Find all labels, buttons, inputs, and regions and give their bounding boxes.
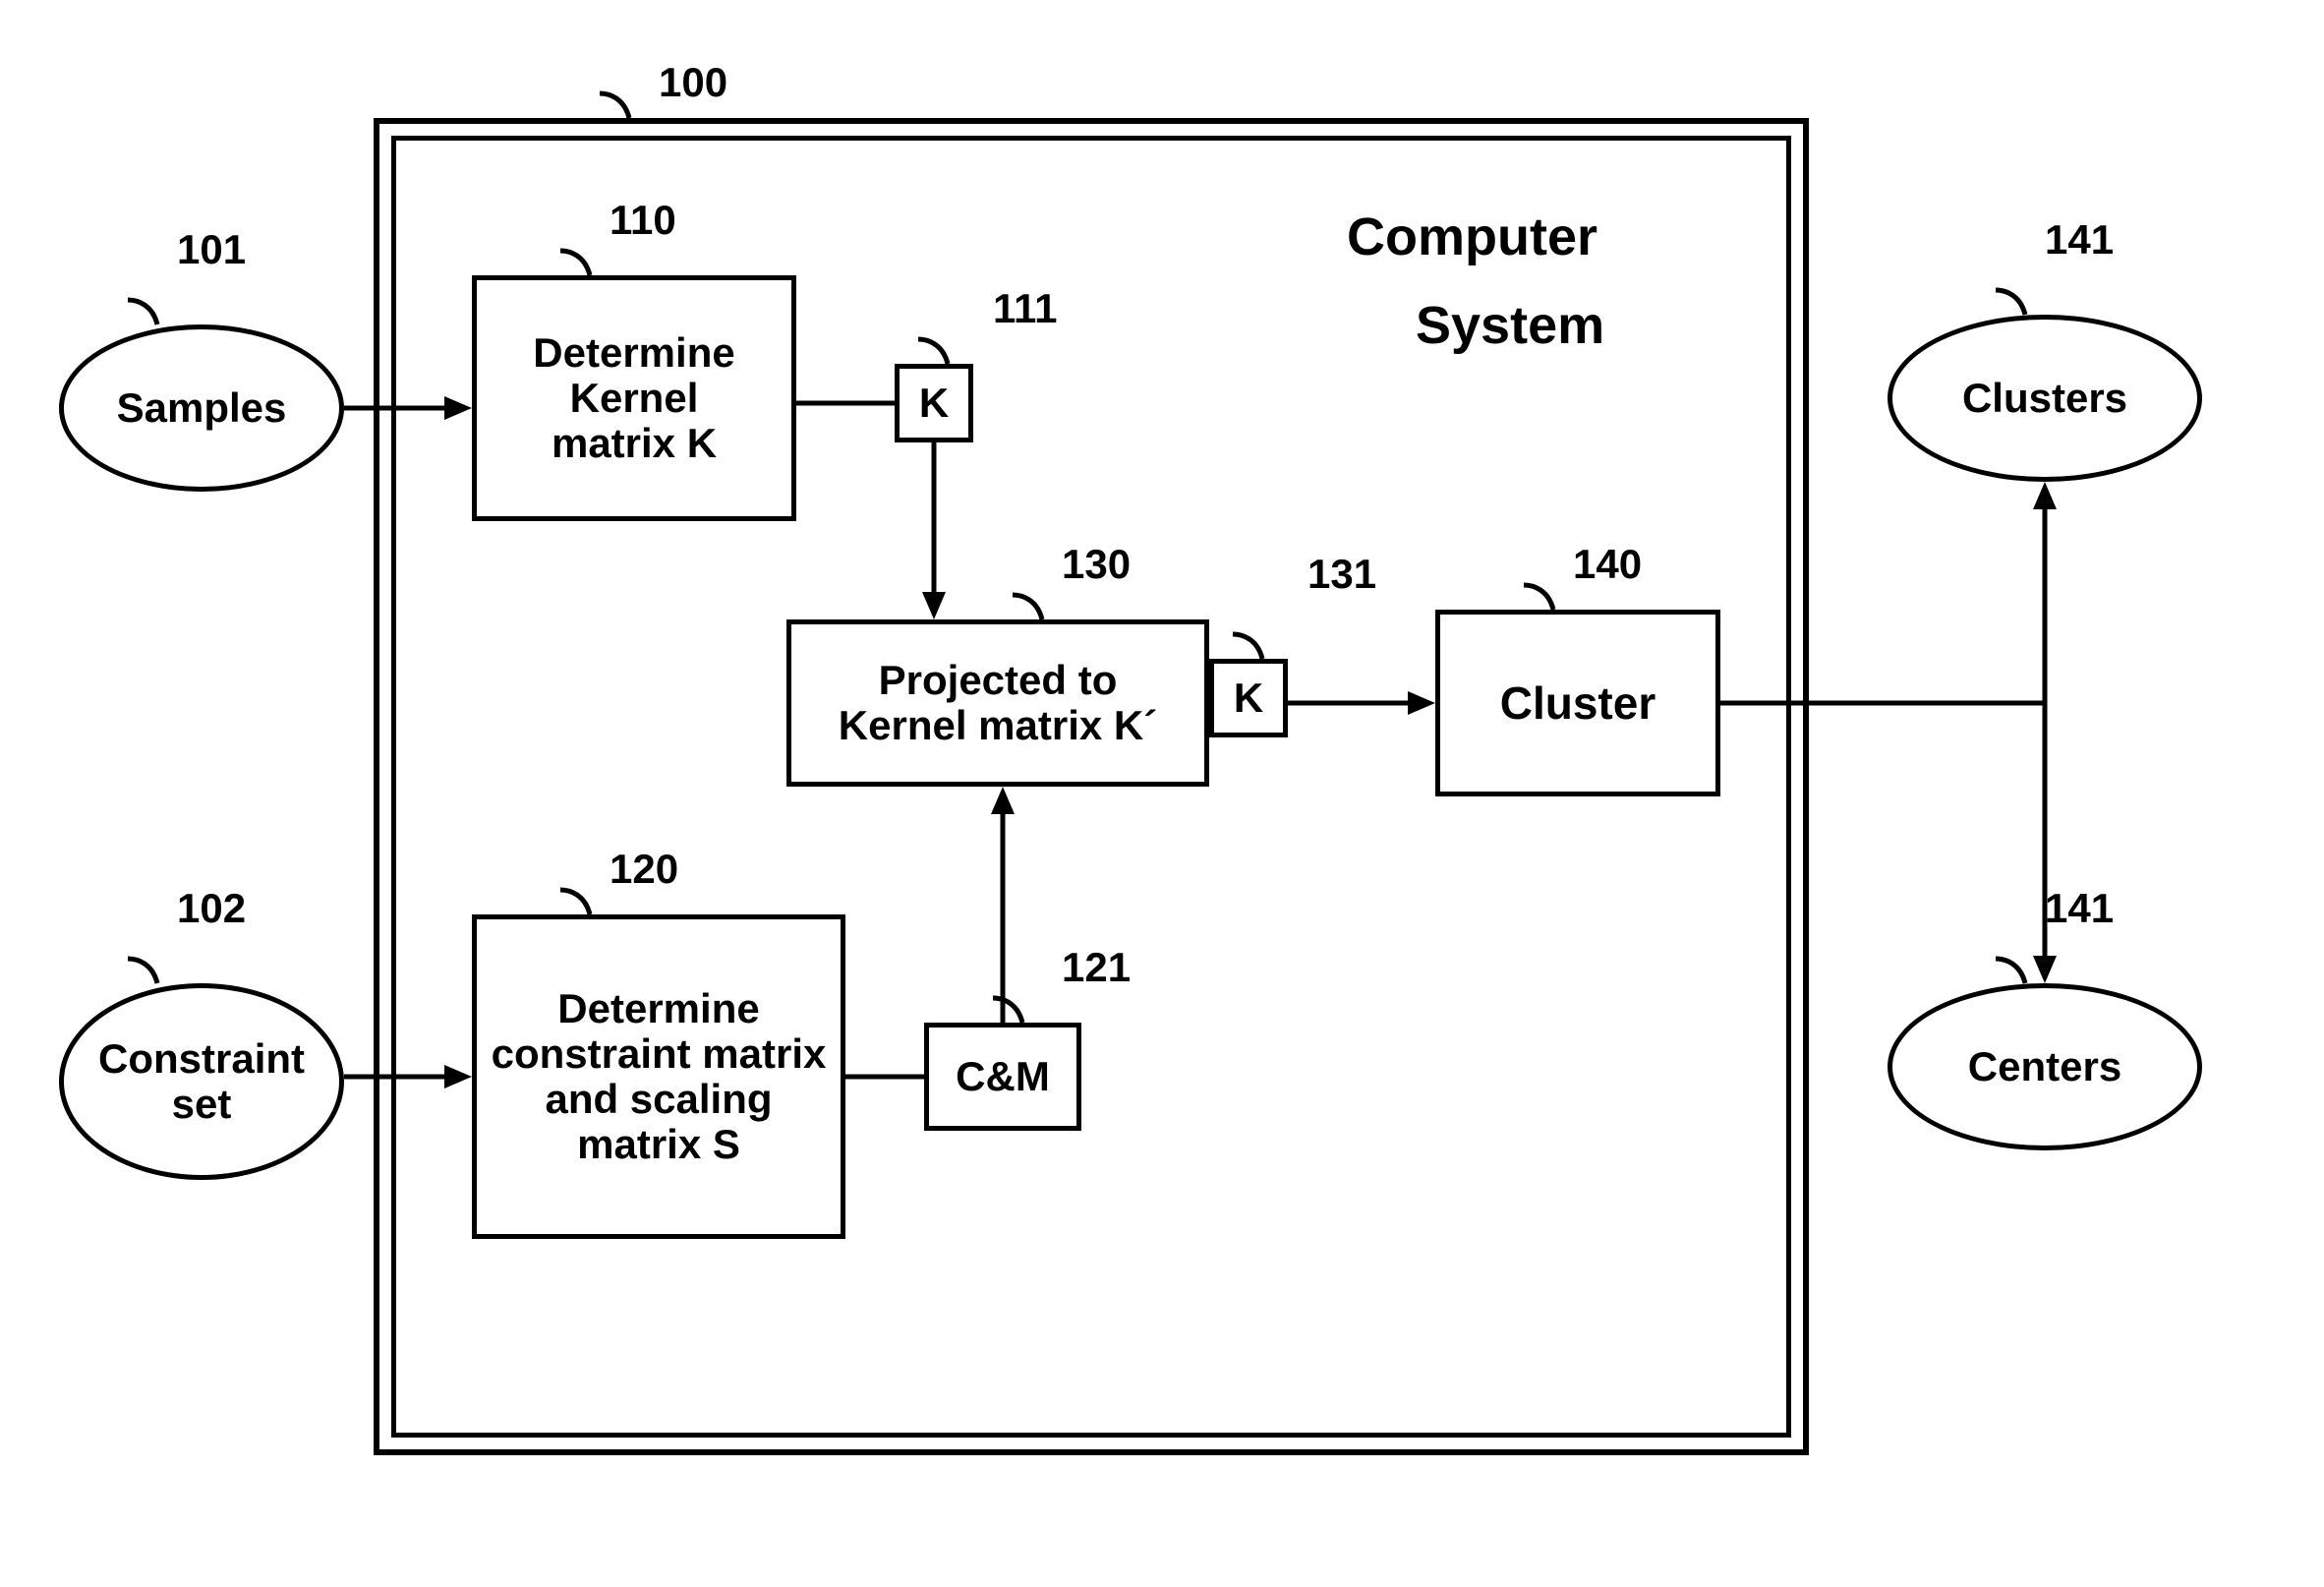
box-K2-refnum: 131: [1307, 551, 1376, 598]
ellipse-clusters-tick: [1996, 290, 2025, 315]
box-detC: Determineconstraint matrixand scalingmat…: [472, 914, 845, 1239]
system-tick: [600, 93, 629, 118]
arrow-out-to-clusters: [2033, 482, 2057, 703]
system-refnum: 100: [659, 59, 727, 106]
ellipse-constraint-refnum: 102: [177, 885, 246, 932]
ellipse-samples-tick: [128, 300, 157, 324]
ellipse-centers-refnum: 141: [2045, 885, 2114, 932]
box-cluster: Cluster: [1435, 610, 1720, 796]
ellipse-clusters: Clusters: [1888, 315, 2202, 482]
ellipse-centers: Centers: [1888, 983, 2202, 1150]
box-K: K: [895, 364, 973, 442]
ellipse-constraint-tick: [128, 959, 157, 983]
arrow-out-to-centers: [2033, 703, 2057, 983]
ellipse-samples: Samples: [59, 324, 344, 492]
box-proj-refnum: 130: [1062, 541, 1131, 588]
ellipse-clusters-refnum: 141: [2045, 216, 2114, 264]
box-detK: DetermineKernelmatrix K: [472, 275, 796, 521]
box-proj: Projected toKernel matrix K´: [786, 619, 1209, 787]
box-K-refnum: 111: [993, 285, 1057, 332]
box-detK-refnum: 110: [610, 197, 676, 244]
box-CM-refnum: 121: [1062, 944, 1131, 991]
box-detC-refnum: 120: [610, 846, 678, 893]
ellipse-constraint: Constraintset: [59, 983, 344, 1180]
system-title-1: Computer: [1347, 206, 1598, 267]
box-cluster-refnum: 140: [1573, 541, 1642, 588]
box-CM: C&M: [924, 1023, 1081, 1131]
ellipse-centers-tick: [1996, 959, 2025, 983]
box-K2: K: [1209, 659, 1288, 737]
system-title-2: System: [1416, 295, 1604, 356]
ellipse-samples-refnum: 101: [177, 226, 246, 273]
